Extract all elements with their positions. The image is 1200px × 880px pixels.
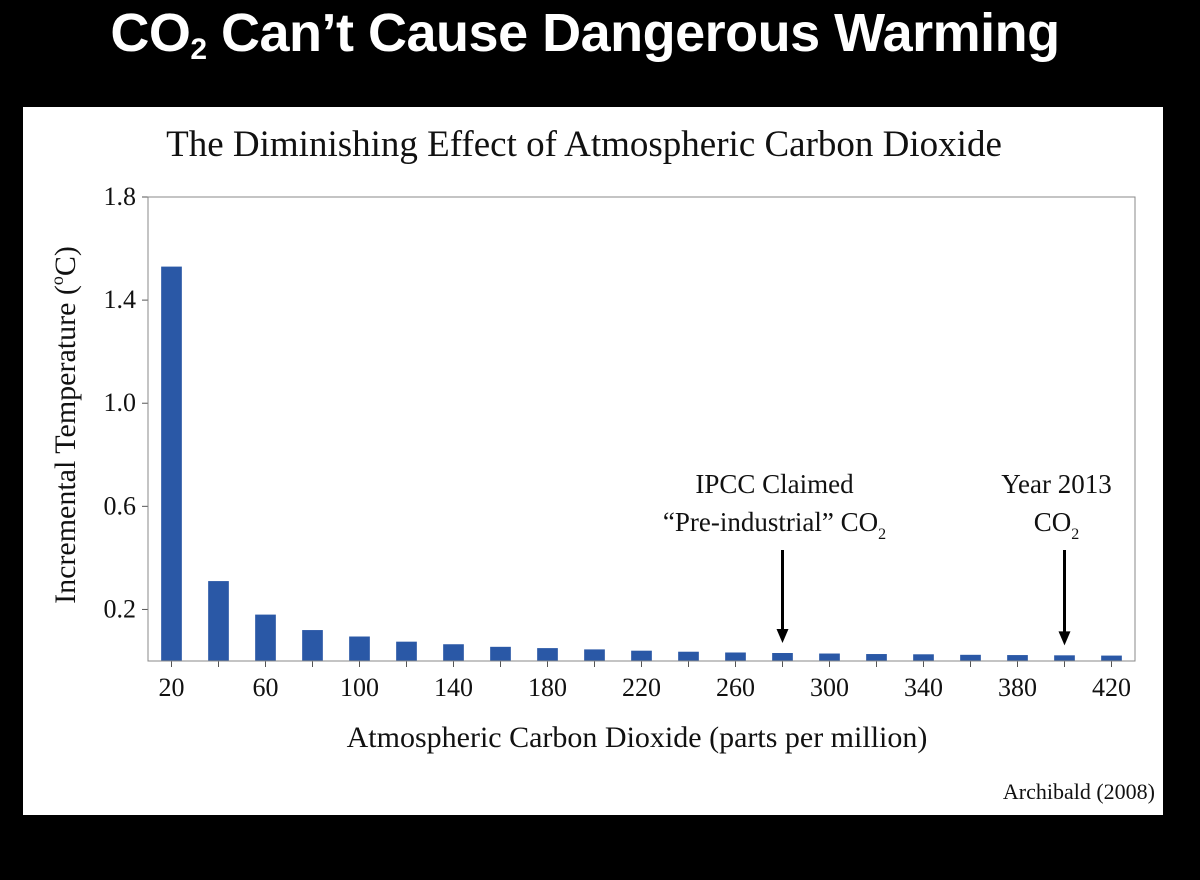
bar	[1054, 655, 1075, 661]
annotation-line2: CO2	[1034, 507, 1080, 543]
x-axis-label: Atmospheric Carbon Dioxide (parts per mi…	[347, 721, 928, 754]
bar	[819, 653, 840, 661]
annotation-arrow-head	[1058, 631, 1071, 646]
bar	[443, 644, 464, 661]
y-tick-label: 1.0	[104, 388, 137, 417]
x-tick-label: 420	[1092, 673, 1131, 702]
bar	[913, 654, 934, 661]
annotation-arrow-head	[776, 629, 789, 644]
x-tick-label: 20	[159, 673, 185, 702]
bar	[255, 614, 276, 661]
y-tick-label: 0.2	[104, 594, 137, 623]
x-tick-label: 380	[998, 673, 1037, 702]
bar	[678, 651, 699, 661]
chart-panel: The Diminishing Effect of Atmospheric Ca…	[23, 107, 1163, 815]
annotation-line1: Year 2013	[1001, 469, 1112, 499]
y-tick-label: 1.8	[104, 182, 137, 211]
slide-title: CO2 Can’t Cause Dangerous Warming	[110, 3, 1060, 66]
bar	[866, 654, 887, 661]
x-tick-label: 180	[528, 673, 567, 702]
bar	[208, 581, 229, 661]
x-tick-label: 220	[622, 673, 661, 702]
bar	[960, 654, 981, 661]
bar	[396, 641, 417, 661]
source-credit: Archibald (2008)	[1002, 779, 1155, 804]
y-tick-label: 1.4	[104, 285, 137, 314]
bar	[302, 630, 323, 661]
bar-chart: The Diminishing Effect of Atmospheric Ca…	[47, 124, 1136, 754]
bar	[631, 650, 652, 661]
x-tick-label: 60	[253, 673, 279, 702]
y-tick-label: 0.6	[104, 491, 137, 520]
chart-title: The Diminishing Effect of Atmospheric Ca…	[166, 124, 1002, 165]
x-tick-label: 300	[810, 673, 849, 702]
bar	[1007, 655, 1028, 661]
bar	[161, 266, 182, 661]
y-axis-label: Incremental Temperature (oC)	[47, 246, 82, 604]
bar	[1101, 655, 1122, 661]
x-tick-label: 260	[716, 673, 755, 702]
plot-frame	[147, 196, 1136, 662]
bar	[349, 636, 370, 661]
annotation-line1: IPCC Claimed	[695, 469, 854, 499]
x-tick-label: 100	[340, 673, 379, 702]
annotation-line2: “Pre-industrial” CO2	[663, 507, 886, 543]
bar	[725, 652, 746, 661]
bar	[772, 653, 793, 661]
x-tick-label: 140	[434, 673, 473, 702]
bar	[584, 649, 605, 661]
x-tick-label: 340	[904, 673, 943, 702]
bar	[537, 648, 558, 661]
bar	[490, 646, 511, 661]
